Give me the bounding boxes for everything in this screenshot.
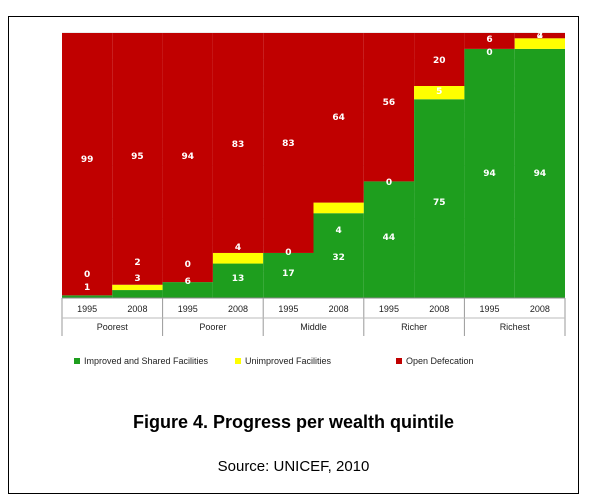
bar-segment-improved [313,213,364,298]
data-label-unimproved: 4 [537,31,543,41]
data-label-improved: 1 [84,283,90,293]
bar-segment-open [212,33,264,253]
data-label-open: 2 [537,31,543,41]
bar-segment-unimproved [313,202,364,214]
bar-segment-improved [263,252,314,298]
data-label-open: 83 [282,139,295,149]
x-tick-label: 1995 [278,304,298,314]
data-label-unimproved: 5 [436,87,442,97]
legend-label-open: Open Defecation [406,356,474,366]
x-tick-label: 1995 [77,304,97,314]
data-label-improved: 6 [185,277,191,287]
data-label-open: 95 [131,152,144,162]
data-label-unimproved: 4 [235,243,241,253]
data-label-unimproved: 2 [134,258,140,268]
legend-swatch-unimproved [235,358,241,364]
x-tick-label: 2008 [127,304,147,314]
x-group-label: Richer [401,322,427,332]
x-tick-label: 2008 [429,304,449,314]
x-tick-label: 2008 [228,304,248,314]
data-label-unimproved: 0 [386,178,392,188]
data-label-unimproved: 0 [486,48,492,58]
data-label-improved: 13 [232,274,245,284]
data-label-improved: 94 [483,169,496,179]
figure-source: Source: UNICEF, 2010 [217,458,370,475]
bar-segment-improved [62,295,113,298]
x-tick-label: 1995 [379,304,399,314]
stacked-bar-chart: 1099329560941348317083324644405675520940… [61,31,566,366]
data-label-improved: 3 [134,274,140,284]
data-label-improved: 44 [383,233,396,243]
bar-segment-open [263,33,314,253]
bar-segment-open [112,33,163,285]
data-label-improved: 94 [534,169,547,179]
data-label-open: 94 [181,152,194,162]
x-tick-label: 1995 [480,304,500,314]
bar-segment-unimproved [514,38,565,49]
data-label-open: 99 [81,155,94,165]
bar-segment-improved [212,263,264,298]
bar-segment-improved [363,181,415,298]
bar-segment-open [514,33,565,39]
legend-swatch-open [396,358,402,364]
bar-segment-improved [514,48,565,299]
legend-label-unimproved: Unimproved Facilities [245,356,332,366]
x-group-label: Poorer [199,322,226,332]
x-tick-label: 1995 [178,304,198,314]
data-label-unimproved: 0 [185,260,191,270]
data-label-improved: 32 [332,253,345,263]
data-label-unimproved: 0 [285,248,291,258]
bar-segment-unimproved [112,284,163,291]
figure-caption: Figure 4. Progress per wealth quintile [132,412,455,432]
data-label-unimproved: 0 [84,270,90,280]
x-group-label: Richest [500,322,531,332]
x-tick-label: 2008 [329,304,349,314]
bar-segment-open [313,33,364,203]
data-label-open: 20 [433,56,446,66]
data-label-open: 56 [383,98,396,108]
bar-segment-improved [112,290,163,298]
data-label-open: 83 [232,140,245,150]
data-label-open: 64 [332,113,345,123]
x-group-label: Poorest [97,322,129,332]
bar-segment-improved [414,99,465,298]
legend-swatch-improved [74,358,80,364]
bar-segment-improved [464,48,515,299]
bar-segment-open [162,33,213,283]
bar-segment-open [363,33,415,182]
data-label-improved: 17 [282,269,295,279]
data-label-unimproved: 4 [336,226,342,236]
legend-label-improved: Improved and Shared Facilities [84,356,209,366]
top-strip [0,0,590,10]
bar-segment-open [62,33,113,296]
bar-segment-improved [162,282,213,298]
data-label-open: 6 [486,35,492,45]
data-label-improved: 75 [433,198,446,208]
bar-segment-unimproved [414,86,465,100]
bar-segment-open [414,33,465,86]
bar-segment-unimproved [212,252,264,264]
x-tick-label: 2008 [530,304,550,314]
bar-segment-open [464,33,515,49]
x-group-label: Middle [300,322,327,332]
